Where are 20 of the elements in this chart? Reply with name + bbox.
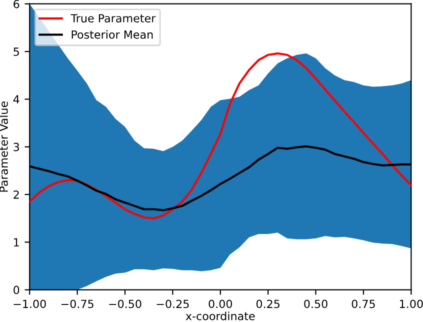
line-series	[30, 52, 412, 220]
x-tick-label: −1.00	[14, 300, 46, 308]
x-tick-label: −0.50	[109, 300, 142, 308]
x-tick-label: −0.75	[61, 300, 94, 308]
x-tick-label: −0.25	[156, 300, 189, 308]
x-tick-label: 1.00	[400, 300, 423, 308]
y-tick-label: 5	[14, 48, 19, 56]
y-tick-label: 0	[14, 286, 20, 294]
x-tick-label: 0.25	[256, 300, 280, 308]
y-tick-label: 4	[13, 95, 20, 104]
y-tick-label: 3	[14, 142, 19, 152]
x-axis-title: x-coordinate	[186, 312, 255, 320]
y-tick-label: 1	[14, 238, 19, 246]
x-tick-label: 0.00	[208, 300, 232, 308]
legend-label: Posterior Mean	[72, 30, 153, 39]
x-tick-label: 0.75	[352, 300, 375, 308]
y-tick-label: 6	[14, 0, 20, 8]
x-tick-label: 0.50	[304, 300, 328, 308]
y-tick-label: 2	[14, 190, 19, 199]
legend-label: True Parameter	[70, 14, 156, 22]
